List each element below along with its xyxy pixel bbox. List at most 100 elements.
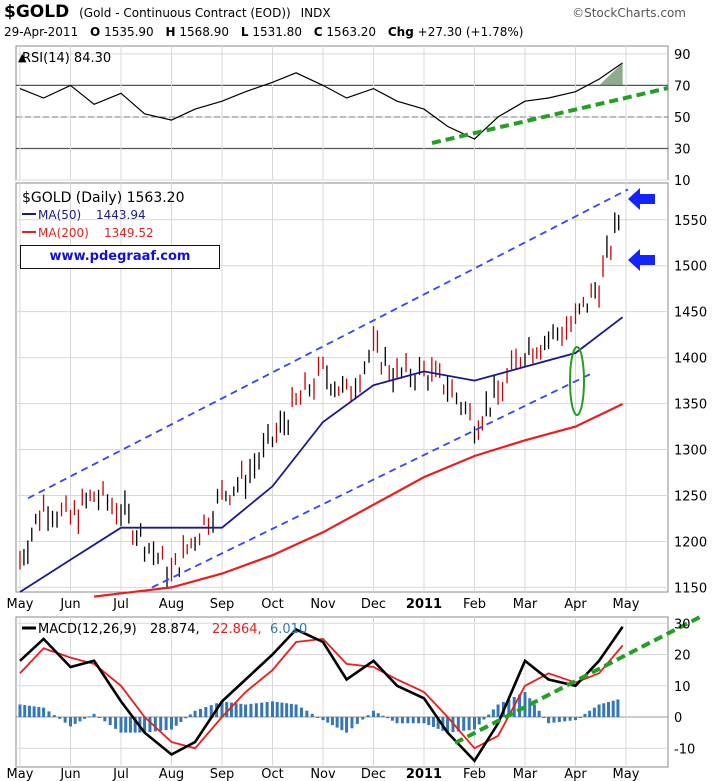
quote-date: 29-Apr-2011 [4, 25, 79, 39]
macd-histogram-bar [52, 715, 56, 717]
macd-histogram-bar [285, 703, 289, 717]
macd-histogram-bar [92, 713, 96, 717]
macd-histogram-bar [537, 710, 541, 717]
macd-histogram-bar [361, 717, 365, 720]
macd-histogram-bar [395, 717, 399, 724]
macd-histogram-bar [588, 710, 592, 717]
macd-histogram-bar [436, 717, 440, 729]
macd-histogram-bar [204, 707, 208, 717]
watermark-link[interactable]: www.pdegraaf.com [20, 245, 220, 269]
macd-histogram-bar [143, 717, 147, 733]
macd-histogram-bar [482, 717, 486, 720]
ma200-line [93, 403, 624, 598]
macd-histogram-bar [23, 705, 27, 717]
macd-histogram-bar [330, 717, 334, 726]
macd-histogram-bar [124, 717, 128, 733]
macd-histogram-bar [355, 717, 359, 724]
macd-histogram-bar [244, 704, 248, 717]
chart-title: $GOLD (Gold - Continuous Contract (EOD))… [4, 2, 331, 22]
macd-histogram-bar [27, 705, 31, 717]
low-value: 1531.80 [252, 25, 302, 39]
macd-histogram-bar [114, 717, 118, 729]
price-x-tick-label: Dec [361, 597, 386, 612]
macd-x-tick-label: Jul [112, 767, 129, 781]
chg-label: Chg [387, 25, 414, 39]
ma50-line [19, 316, 624, 593]
macd-histogram-bar [97, 717, 101, 718]
close-label: C [313, 25, 323, 39]
macd-histogram-bar [411, 717, 415, 724]
macd-histogram-bar [345, 717, 349, 733]
macd-histogram-bar [87, 716, 91, 718]
rsi-tick-label: 10 [674, 174, 691, 189]
price-x-tick-label: Sep [210, 597, 235, 612]
open-value: 1535.90 [104, 25, 154, 39]
rsi-label: RSI(14) 84.30 [22, 51, 111, 66]
macd-x-tick-label: Sep [210, 767, 235, 781]
high-label: H [165, 25, 176, 39]
macd-histogram-bar [606, 701, 610, 717]
arrow-left-icon [628, 188, 655, 210]
price-x-tick-label: Jun [59, 597, 80, 612]
macd-histogram-bar [198, 708, 202, 717]
macd-histogram-bar [220, 701, 224, 717]
macd-histogram-bar [542, 717, 546, 718]
brand-logo[interactable]: ©StockCharts.com [572, 6, 686, 20]
macd-histogram-bar [456, 717, 460, 732]
symbol: $GOLD [4, 2, 70, 22]
macd-histogram-bar [321, 717, 325, 721]
macd-histogram-bar [592, 707, 596, 717]
macd-histogram-bar [209, 705, 213, 717]
macd-histogram-bar [616, 699, 620, 717]
macd-histogram-bar [340, 717, 344, 731]
macd-histogram-bar [552, 717, 556, 723]
rsi-tick-labels: 90 70 50 30 10 [674, 48, 691, 189]
price-tick-label: 1500 [674, 260, 707, 275]
price-tick-label: 1450 [674, 306, 707, 321]
price-series [19, 212, 624, 598]
macd-histogram-bar [159, 717, 163, 731]
macd-histogram-bar [602, 703, 606, 717]
macd-histogram-bar [487, 714, 491, 717]
macd-panel: 30 20 10 0 -10 May Jun Jul Aug Sep Oct Nov Dec 2011 F… [7, 615, 701, 781]
macd-histogram-bar [18, 704, 22, 717]
price-annotations [27, 188, 655, 589]
macd-histogram-bar [225, 702, 229, 717]
macd-legend-value: 28.874, [150, 622, 200, 637]
rsi-marker-icon: ▲ [18, 51, 27, 64]
rsi-tick-label: 90 [674, 48, 691, 63]
macd-histogram-bar [578, 717, 582, 718]
macd-histogram-bar [63, 717, 67, 723]
macd-histogram-bar [390, 717, 394, 721]
macd-x-tick-label: Dec [361, 767, 386, 781]
macd-histogram-bar [103, 717, 107, 722]
price-tick-label: 1300 [674, 444, 707, 459]
macd-histogram-bar [184, 717, 188, 719]
macd-histogram-bar [299, 707, 303, 717]
macd-trendline [454, 615, 701, 745]
macd-histogram-bar [239, 703, 243, 717]
price-tick-labels: 1550 1500 1450 1400 1350 1300 1250 1200 1150 [674, 214, 707, 597]
macd-histogram-bar [108, 717, 112, 726]
price-x-tick-label: Mar [513, 597, 538, 612]
signal-legend-value: 22.864, [212, 622, 262, 637]
macd-histogram-bar [148, 717, 152, 732]
macd-histogram-bar [446, 717, 450, 733]
macd-line [19, 626, 624, 763]
macd-x-tick-label: May [613, 767, 640, 781]
rsi-tick-label: 30 [674, 142, 691, 157]
macd-histogram-bar [477, 717, 481, 725]
price-tick-label: 1550 [674, 214, 707, 229]
macd-tick-labels: 30 20 10 0 -10 [674, 617, 695, 757]
macd-histogram-bar [83, 717, 87, 719]
price-tick-label: 1350 [674, 398, 707, 413]
macd-histogram-bar [532, 704, 536, 717]
macd-histogram-bar [366, 715, 370, 717]
price-x-tick-labels: May Jun Jul Aug Sep Oct Nov Dec 2011 Feb Mar Apr May [7, 597, 640, 612]
macd-histogram-bar [260, 702, 264, 717]
rsi-tick-label: 50 [674, 111, 691, 126]
macd-histogram-bar [153, 717, 157, 732]
macd-histogram-bar [400, 717, 404, 724]
macd-histogram-bar [427, 717, 431, 726]
